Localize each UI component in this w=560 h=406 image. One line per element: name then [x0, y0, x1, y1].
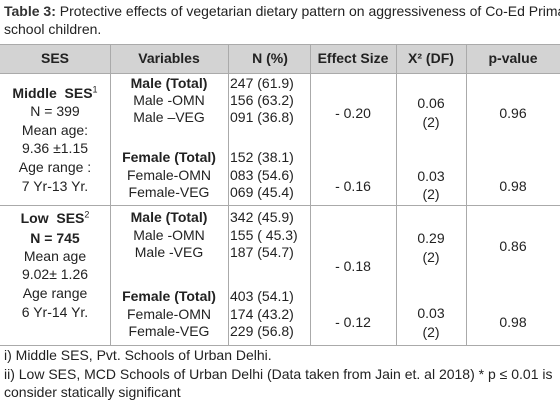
- ses-detail: 7 Yr-13 Yr.: [21, 178, 89, 194]
- col-line: [396, 44, 397, 345]
- footnote: ii) Low SES, MCD Schools of Urban Delhi …: [4, 366, 553, 400]
- variable: Male –VEG: [133, 109, 205, 125]
- n-value: 342 (45.9): [230, 209, 294, 225]
- header-cell: Effect Size: [317, 50, 389, 66]
- caption: Table 3: Protective effects of vegetaria…: [4, 2, 560, 38]
- caption-label: Table 3:: [4, 3, 56, 19]
- header-cell: X² (DF): [408, 50, 454, 66]
- variable: Male (Total): [130, 209, 208, 225]
- variable: Female-VEG: [128, 323, 210, 339]
- ses-detail: 9.36 ±1.15: [21, 140, 89, 156]
- effect-size: - 0.16: [335, 178, 371, 194]
- effect-size: - 0.20: [335, 105, 371, 121]
- col-line: [310, 44, 311, 345]
- header-cell: SES: [40, 50, 69, 66]
- n-value: 083 (54.6): [230, 167, 294, 183]
- chi-square: (2): [422, 324, 440, 340]
- effect-size: - 0.12: [335, 314, 371, 330]
- n-value: 156 (63.2): [230, 92, 294, 108]
- ses-label: Middle SES: [12, 85, 93, 101]
- caption-text: Protective effects of vegetarian dietary…: [4, 3, 560, 37]
- ses-detail: Age range: [22, 285, 88, 301]
- chi-square: 0.29: [417, 230, 445, 246]
- row-line: [0, 345, 560, 346]
- chi-square: (2): [422, 249, 440, 265]
- variable: Male -VEG: [134, 244, 204, 260]
- header-cell: N (%): [252, 50, 288, 66]
- header-cell: p-value: [488, 50, 538, 66]
- ses-detail: N = 399: [30, 103, 80, 119]
- variable: Female-OMN: [126, 306, 211, 322]
- n-value: 155 ( 45.3): [230, 227, 298, 243]
- row-line: [0, 73, 560, 74]
- ses-detail: 9.02± 1.26: [21, 266, 89, 282]
- chi-square: 0.03: [417, 168, 445, 184]
- ses-name: Low SES2: [2, 209, 108, 227]
- n-value: 152 (38.1): [230, 149, 294, 165]
- ses-detail: Age range :: [18, 159, 92, 175]
- chi-square: (2): [422, 114, 440, 130]
- ses-detail: 6 Yr-14 Yr.: [21, 304, 89, 320]
- col-line: [466, 44, 467, 345]
- variable: Female (Total): [122, 149, 216, 165]
- chi-square: (2): [422, 186, 440, 202]
- ses-detail: Mean age:: [21, 122, 89, 138]
- n-value: 403 (54.1): [230, 288, 294, 304]
- col-line: [228, 44, 229, 345]
- footnote: i) Middle SES, Pvt. Schools of Urban Del…: [4, 347, 272, 363]
- col-line: [110, 44, 111, 345]
- variable: Male -OMN: [133, 227, 205, 243]
- ses-detail: Mean age: [23, 248, 87, 264]
- row-line: [0, 44, 560, 45]
- ses-note-ref: 1: [92, 84, 98, 95]
- n-value: 091 (36.8): [230, 109, 294, 125]
- ses-detail: N = 745: [30, 230, 80, 246]
- p-value: 0.96: [499, 105, 527, 121]
- p-value: 0.86: [499, 238, 527, 254]
- variable: Male -OMN: [133, 92, 205, 108]
- effect-size: - 0.18: [335, 258, 371, 274]
- row-line: [0, 205, 560, 206]
- ses-name: Middle SES1: [2, 84, 108, 102]
- n-value: 247 (61.9): [230, 75, 294, 91]
- p-value: 0.98: [499, 178, 527, 194]
- ses-label: Low SES: [20, 210, 85, 226]
- chi-square: 0.03: [417, 305, 445, 321]
- variable: Male (Total): [130, 75, 208, 91]
- n-value: 069 (45.4): [230, 184, 294, 200]
- p-value: 0.98: [499, 314, 527, 330]
- n-value: 229 (56.8): [230, 323, 294, 339]
- variable: Female-VEG: [128, 184, 210, 200]
- n-value: 174 (43.2): [230, 306, 294, 322]
- n-value: 187 (54.7): [230, 244, 294, 260]
- variable: Female-OMN: [126, 167, 211, 183]
- variable: Female (Total): [122, 288, 216, 304]
- ses-note-ref: 2: [84, 209, 90, 220]
- header-cell: Variables: [138, 50, 200, 66]
- chi-square: 0.06: [417, 95, 445, 111]
